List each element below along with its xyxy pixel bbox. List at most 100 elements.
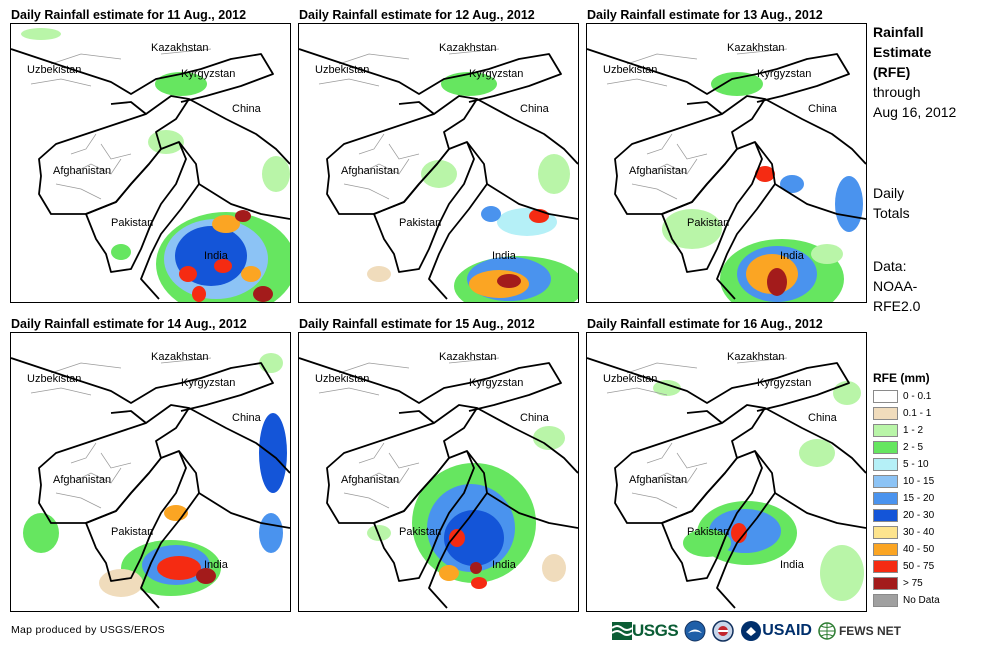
country-label-pakistan: Pakistan <box>111 217 154 229</box>
country-boundary <box>587 357 850 412</box>
country-boundary <box>764 98 866 165</box>
rainfall-area <box>470 562 482 574</box>
panel-title: Daily Rainfall estimate for 13 Aug., 201… <box>587 8 823 22</box>
country-boundary <box>661 450 763 582</box>
rainfall-area <box>755 166 775 182</box>
totals-line: Totals <box>873 205 910 221</box>
panel-title: Daily Rainfall estimate for 12 Aug., 201… <box>299 8 535 22</box>
country-boundary <box>398 410 435 424</box>
country-label-afghanistan: Afghanistan <box>629 165 688 177</box>
usgs-logo: USGS <box>612 621 679 641</box>
logo-strip: USGS USAID FEWS NET <box>612 617 907 645</box>
legend-label: 10 - 15 <box>903 476 935 487</box>
rainfall-area <box>542 554 566 582</box>
country-label-china: China <box>520 412 549 424</box>
rainfall-area <box>241 266 261 282</box>
country-label-pakistan: Pakistan <box>687 526 730 538</box>
province-boundary <box>631 133 708 200</box>
country-label-afghanistan: Afghanistan <box>629 474 688 486</box>
country-label-uzbekistan: Uzbekistan <box>603 64 658 76</box>
country-boundary <box>140 450 200 609</box>
legend-label: 0 - 0.1 <box>903 391 932 402</box>
legend-item: > 75 <box>873 575 940 592</box>
legend-swatch <box>873 526 898 539</box>
legend-item: 5 - 10 <box>873 456 940 473</box>
data-source-version: RFE2.0 <box>873 298 921 314</box>
rainfall-map: Kazakhstan Uzbekistan Kyrgyzstan China Afgha… <box>298 332 579 612</box>
daily-line: Daily <box>873 185 905 201</box>
rainfall-map-graphic <box>299 357 578 609</box>
country-label-afghanistan: Afghanistan <box>53 165 112 177</box>
country-boundary <box>188 98 290 165</box>
rainfall-area <box>662 209 722 249</box>
data-label: Data: <box>873 258 907 274</box>
legend-item: No Data <box>873 592 940 609</box>
rainfall-area <box>367 525 391 541</box>
rainfall-area <box>471 577 487 589</box>
map-title-block: Rainfall Estimate (RFE) through Aug 16, … <box>873 22 956 122</box>
title-line: Estimate <box>873 44 932 60</box>
map-panel: Daily Rainfall estimate for 11 Aug., 201… <box>10 8 291 308</box>
legend-swatch <box>873 509 898 522</box>
legend-swatch <box>873 458 898 471</box>
rainfall-area <box>497 208 557 236</box>
legend-item: 20 - 30 <box>873 507 940 524</box>
rainfall-area <box>367 266 391 282</box>
country-boundary <box>11 357 274 412</box>
country-boundary <box>661 141 763 273</box>
country-label-india: India <box>492 559 516 571</box>
rainfall-map-graphic <box>11 353 290 609</box>
country-boundary <box>85 450 187 582</box>
country-label-afghanistan: Afghanistan <box>341 165 400 177</box>
country-boundary <box>198 492 290 529</box>
country-boundary <box>38 95 190 215</box>
legend-label: 40 - 50 <box>903 544 935 555</box>
through-line: through <box>873 84 921 100</box>
country-boundary <box>614 95 766 215</box>
country-boundary <box>373 450 475 582</box>
legend-rows: 0 - 0.1 0.1 - 1 1 - 2 2 - 5 5 - 10 10 - 15 15 … <box>873 388 940 609</box>
country-boundary <box>198 183 290 220</box>
country-label-india: India <box>204 250 228 262</box>
fews-net-logo: FEWS NET <box>818 622 901 640</box>
country-boundary <box>188 407 290 474</box>
rainfall-area <box>421 160 457 188</box>
legend-label: 20 - 30 <box>903 510 935 521</box>
legend-swatch <box>873 390 898 403</box>
panel-title: Daily Rainfall estimate for 15 Aug., 201… <box>299 317 535 331</box>
nws-seal-icon <box>712 620 734 642</box>
usgs-wave-icon <box>612 622 632 640</box>
country-label-india: India <box>780 559 804 571</box>
map-panel: Daily Rainfall estimate for 12 Aug., 201… <box>298 8 579 308</box>
country-label-afghanistan: Afghanistan <box>341 474 400 486</box>
country-boundary <box>373 141 475 273</box>
legend-label: 15 - 20 <box>903 493 935 504</box>
country-boundary <box>428 450 488 609</box>
rainfall-area <box>538 154 570 194</box>
country-label-uzbekistan: Uzbekistan <box>315 373 370 385</box>
country-boundary <box>110 410 147 424</box>
country-boundary <box>398 101 435 115</box>
country-boundary <box>428 141 488 300</box>
country-boundary <box>326 95 478 215</box>
province-boundary <box>631 442 708 509</box>
legend-item: 1 - 2 <box>873 422 940 439</box>
legend-swatch <box>873 424 898 437</box>
country-boundary <box>587 48 850 103</box>
rainfall-area <box>444 510 504 566</box>
country-boundary <box>686 410 723 424</box>
rainfall-area <box>780 175 804 193</box>
province-boundary <box>606 48 788 87</box>
rainfall-area <box>196 568 216 584</box>
legend-item: 2 - 5 <box>873 439 940 456</box>
rainfall-area <box>731 523 747 543</box>
country-label-uzbekistan: Uzbekistan <box>27 373 82 385</box>
data-source-note: Data: NOAA- RFE2.0 <box>873 256 920 316</box>
country-label-kyrgyzstan: Kyrgyzstan <box>757 377 812 389</box>
noaa-logo <box>684 620 706 642</box>
country-boundary <box>476 407 578 474</box>
rainfall-map: Kazakhstan Uzbekistan Kyrgyzstan China Afgha… <box>10 332 291 612</box>
country-label-kazakhstan: Kazakhstan <box>439 351 497 363</box>
country-label-china: China <box>232 103 261 115</box>
rainfall-area <box>767 268 787 296</box>
